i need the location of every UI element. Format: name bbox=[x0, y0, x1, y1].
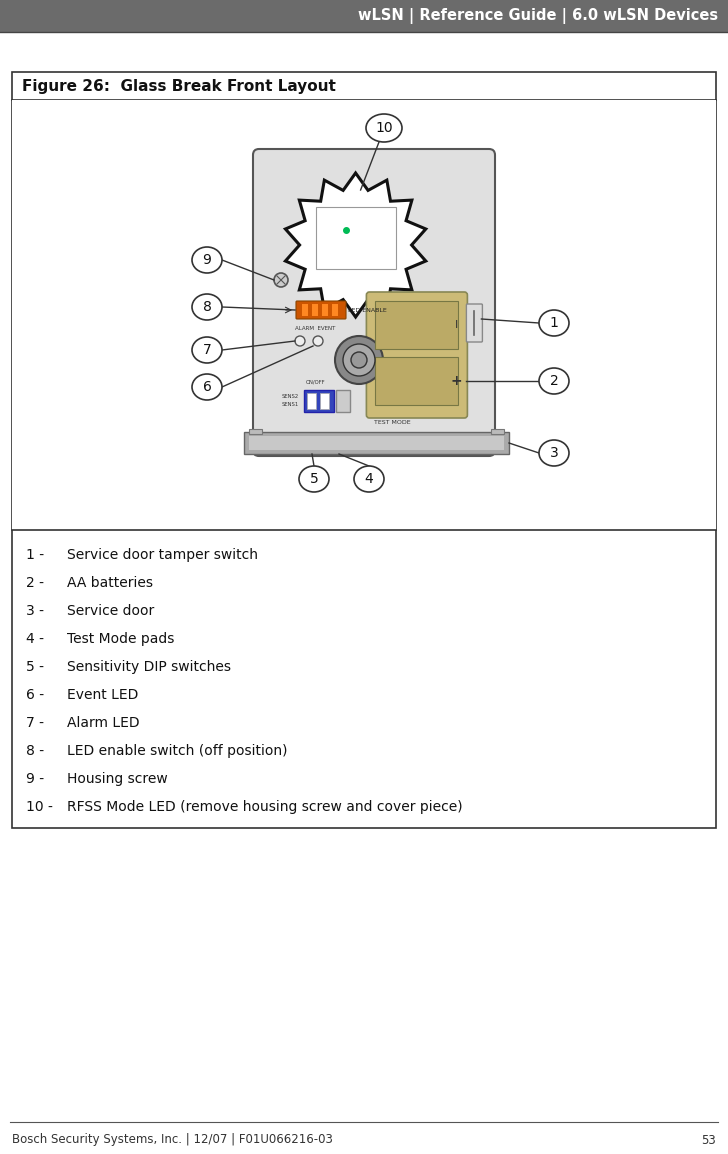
Text: Bosch Security Systems, Inc. | 12/07 | F01U066216-03: Bosch Security Systems, Inc. | 12/07 | F… bbox=[12, 1133, 333, 1147]
Ellipse shape bbox=[192, 294, 222, 320]
Text: Service door: Service door bbox=[67, 604, 154, 619]
Text: 10: 10 bbox=[375, 121, 393, 135]
Circle shape bbox=[343, 344, 375, 376]
Bar bbox=[491, 429, 504, 434]
Bar bbox=[0, 0, 728, 32]
Text: 2: 2 bbox=[550, 374, 558, 388]
Text: Event LED: Event LED bbox=[67, 688, 138, 702]
Text: 10 -: 10 - bbox=[26, 800, 53, 814]
Ellipse shape bbox=[539, 368, 569, 394]
Text: 8 -: 8 - bbox=[26, 744, 44, 758]
Text: AA batteries: AA batteries bbox=[67, 576, 153, 590]
Text: I: I bbox=[455, 320, 458, 330]
Text: TEST MODE: TEST MODE bbox=[374, 420, 411, 425]
Text: +: + bbox=[451, 374, 462, 388]
Text: 1 -: 1 - bbox=[26, 548, 44, 562]
Circle shape bbox=[274, 273, 288, 287]
Circle shape bbox=[351, 352, 367, 368]
Bar bbox=[307, 394, 316, 409]
Text: 8: 8 bbox=[202, 300, 211, 314]
Text: Housing screw: Housing screw bbox=[67, 772, 167, 786]
Text: 3 -: 3 - bbox=[26, 604, 44, 619]
Circle shape bbox=[313, 336, 323, 346]
Text: Service door tamper switch: Service door tamper switch bbox=[67, 548, 258, 562]
Text: LED enable switch (off position): LED enable switch (off position) bbox=[67, 744, 288, 758]
FancyBboxPatch shape bbox=[366, 292, 467, 418]
Text: Alarm LED: Alarm LED bbox=[67, 715, 140, 730]
Bar bbox=[249, 436, 504, 450]
Text: Test Mode pads: Test Mode pads bbox=[67, 632, 175, 646]
Bar bbox=[12, 72, 716, 829]
Bar bbox=[316, 207, 395, 269]
Circle shape bbox=[295, 336, 305, 346]
Bar bbox=[304, 390, 334, 412]
Bar bbox=[336, 390, 350, 412]
Text: 5: 5 bbox=[309, 472, 318, 486]
Text: 53: 53 bbox=[701, 1133, 716, 1147]
Text: SENS2: SENS2 bbox=[282, 394, 299, 398]
Text: 9: 9 bbox=[202, 253, 211, 267]
Bar bbox=[376, 357, 459, 405]
Ellipse shape bbox=[366, 114, 402, 142]
Text: 3: 3 bbox=[550, 445, 558, 460]
Ellipse shape bbox=[192, 374, 222, 400]
Bar bbox=[320, 394, 329, 409]
Text: SENS1: SENS1 bbox=[282, 403, 299, 407]
Text: RFSS Mode LED (remove housing screw and cover piece): RFSS Mode LED (remove housing screw and … bbox=[67, 800, 462, 814]
Ellipse shape bbox=[299, 466, 329, 492]
Text: wLSN | Reference Guide | 6.0 wLSN Devices: wLSN | Reference Guide | 6.0 wLSN Device… bbox=[358, 8, 718, 24]
FancyBboxPatch shape bbox=[296, 301, 346, 319]
Text: Sensitivity DIP switches: Sensitivity DIP switches bbox=[67, 660, 231, 674]
Ellipse shape bbox=[192, 247, 222, 273]
Bar bbox=[244, 432, 509, 454]
Bar bbox=[332, 304, 338, 316]
FancyBboxPatch shape bbox=[253, 149, 495, 456]
Ellipse shape bbox=[539, 440, 569, 466]
Bar bbox=[312, 304, 318, 316]
Text: 4: 4 bbox=[365, 472, 373, 486]
Text: 5 -: 5 - bbox=[26, 660, 44, 674]
FancyBboxPatch shape bbox=[467, 304, 483, 342]
Text: LED ENABLE: LED ENABLE bbox=[348, 307, 387, 313]
Bar bbox=[249, 429, 262, 434]
Text: 6 -: 6 - bbox=[26, 688, 44, 702]
Text: 6: 6 bbox=[202, 380, 211, 394]
Text: 7: 7 bbox=[202, 343, 211, 357]
Ellipse shape bbox=[354, 466, 384, 492]
Bar bbox=[12, 100, 716, 530]
Ellipse shape bbox=[192, 337, 222, 364]
Bar bbox=[376, 301, 459, 349]
Circle shape bbox=[335, 336, 383, 384]
Text: 9 -: 9 - bbox=[26, 772, 44, 786]
Bar bbox=[302, 304, 308, 316]
Text: ALARM  EVENT: ALARM EVENT bbox=[295, 325, 336, 330]
Text: 1: 1 bbox=[550, 316, 558, 330]
Text: Figure 26:  Glass Break Front Layout: Figure 26: Glass Break Front Layout bbox=[22, 78, 336, 93]
Text: 7 -: 7 - bbox=[26, 715, 44, 730]
Ellipse shape bbox=[539, 310, 569, 336]
Text: ON/OFF: ON/OFF bbox=[306, 380, 325, 384]
Polygon shape bbox=[285, 173, 426, 317]
Text: 4 -: 4 - bbox=[26, 632, 44, 646]
Text: 2 -: 2 - bbox=[26, 576, 44, 590]
Bar bbox=[322, 304, 328, 316]
